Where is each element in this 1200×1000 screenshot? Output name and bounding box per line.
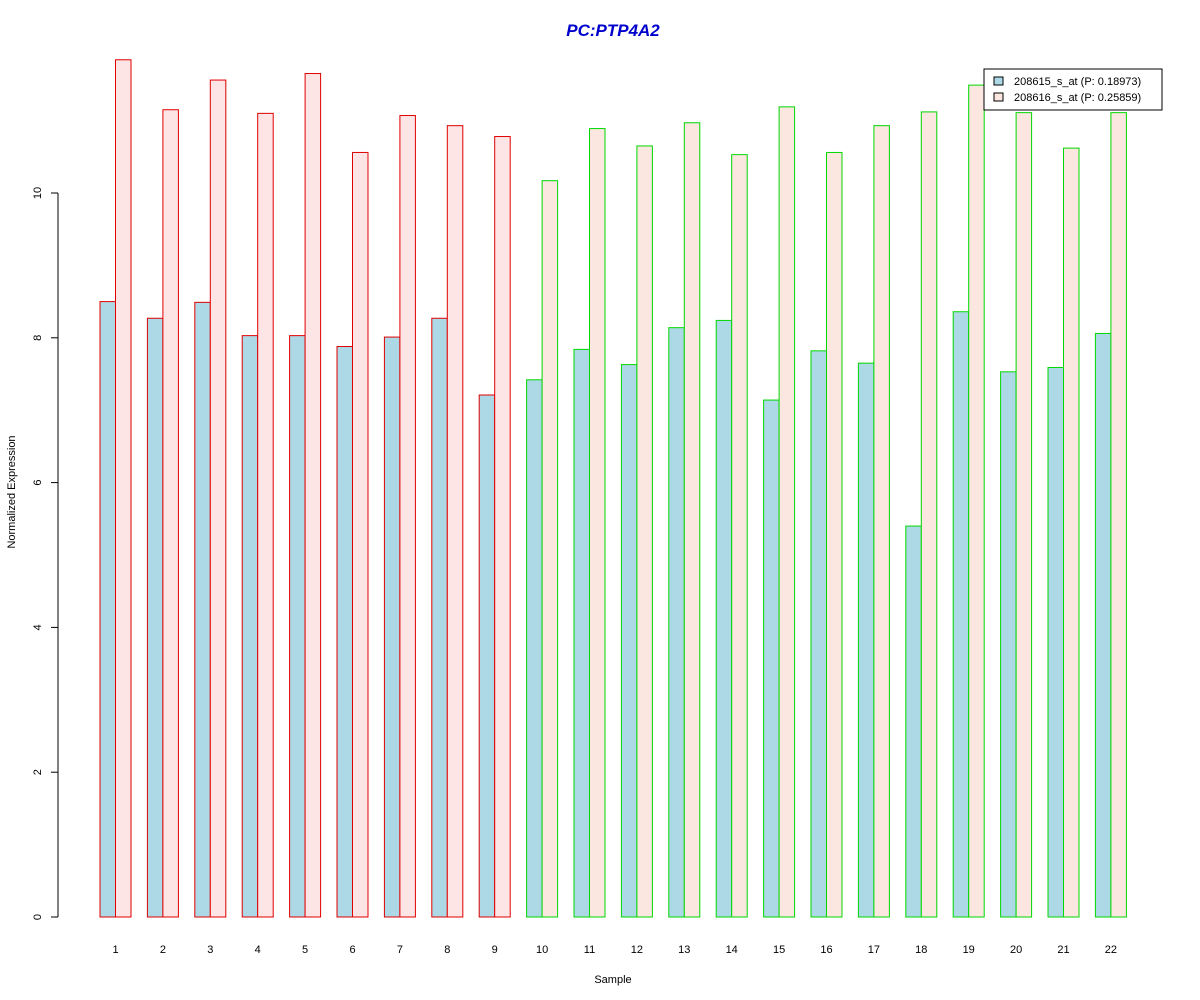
- bar-208616-sample-1: [115, 59, 132, 918]
- bar-208615-sample-20: [1000, 371, 1017, 918]
- bar-208616-sample-8: [446, 125, 464, 918]
- x-tick-labels: 1 2 3 4 5 6 7 8 9 10 11 12 13 14 15 16 17 18 19 20 21 22: [112, 944, 1117, 956]
- x-tick-label: 18: [915, 944, 927, 956]
- legend-box: [983, 68, 1163, 111]
- bar-208615-sample-1: [99, 301, 116, 918]
- x-tick-label: 11: [584, 944, 595, 956]
- bar-208616-sample-13: [683, 122, 701, 918]
- bar-208615-sample-17: [857, 362, 875, 918]
- x-tick-label: 21: [1057, 944, 1069, 956]
- bar-208616-sample-21: [1063, 147, 1080, 918]
- bar-208616-sample-6: [352, 151, 369, 918]
- legend-entry-label: 208616_s_at (P: 0.25859): [1014, 92, 1141, 104]
- bar-208616-sample-9: [494, 136, 511, 918]
- bar-208615-sample-12: [620, 364, 638, 918]
- y-tick-label: 4: [32, 624, 44, 630]
- bar-208615-sample-18: [905, 525, 922, 918]
- bar-208616-sample-22: [1110, 112, 1127, 918]
- bar-208615-sample-15: [763, 399, 780, 918]
- bar-208615-sample-8: [431, 317, 448, 918]
- bars-group: [99, 59, 1127, 918]
- bar-208616-sample-15: [778, 106, 796, 918]
- y-tick-label: 8: [32, 335, 44, 341]
- x-tick-label: 1: [112, 944, 118, 956]
- bar-208615-sample-21: [1047, 366, 1064, 918]
- bar-208615-sample-16: [810, 350, 827, 918]
- chart-title: PC:PTP4A2: [566, 21, 660, 40]
- y-tick-label: 0: [32, 914, 44, 920]
- legend-entry-label: 208615_s_at (P: 0.18973): [1014, 76, 1141, 88]
- bar-208616-sample-16: [826, 151, 843, 918]
- x-tick-label: 10: [536, 944, 548, 956]
- x-tick-label: 15: [773, 944, 785, 956]
- bar-208615-sample-19: [952, 311, 970, 918]
- x-tick-label: 4: [255, 944, 261, 956]
- bar-208615-sample-2: [146, 317, 164, 918]
- bar-208616-sample-3: [209, 79, 227, 918]
- y-tick-label: 6: [32, 480, 44, 486]
- x-tick-label: 7: [397, 944, 403, 956]
- x-tick-label: 3: [207, 944, 213, 956]
- legend-swatch: [993, 92, 1004, 102]
- bar-208616-sample-19: [968, 84, 985, 918]
- bar-208615-sample-4: [241, 335, 259, 918]
- bar-208615-sample-3: [194, 301, 211, 918]
- y-axis: 0 2 4 6 8 10: [32, 187, 59, 920]
- bar-208616-sample-10: [541, 180, 559, 918]
- bar-208615-sample-9: [478, 394, 496, 918]
- x-axis-label: Sample: [594, 974, 631, 986]
- x-tick-label: 17: [868, 944, 880, 956]
- x-tick-label: 12: [631, 944, 643, 956]
- bar-208616-sample-20: [1015, 112, 1033, 918]
- bar-208615-sample-22: [1094, 332, 1112, 918]
- x-tick-label: 5: [302, 944, 308, 956]
- bar-208616-sample-4: [257, 112, 274, 918]
- x-tick-label: 22: [1105, 944, 1117, 956]
- bar-208615-sample-11: [573, 348, 590, 918]
- bar-208616-sample-11: [589, 128, 606, 918]
- x-tick-label: 8: [444, 944, 450, 956]
- bar-208615-sample-13: [668, 327, 685, 918]
- y-axis-label: Normalized Expression: [6, 435, 18, 548]
- x-tick-label: 6: [349, 944, 355, 956]
- bar-208616-sample-17: [873, 125, 890, 918]
- y-tick-label: 10: [32, 187, 44, 199]
- bar-208615-sample-7: [383, 336, 401, 918]
- x-tick-label: 19: [963, 944, 975, 956]
- y-tick-label: 2: [32, 769, 44, 775]
- bar-208616-sample-5: [304, 73, 322, 918]
- bar-208616-sample-2: [162, 109, 179, 918]
- x-tick-label: 9: [492, 944, 498, 956]
- legend-swatch: [993, 76, 1004, 86]
- bar-208616-sample-14: [731, 154, 748, 918]
- legend: 208615_s_at (P: 0.18973) 208616_s_at (P: …: [983, 68, 1163, 111]
- bar-208616-sample-7: [399, 115, 416, 918]
- bar-208615-sample-5: [289, 335, 306, 918]
- bar-208615-sample-6: [336, 345, 353, 918]
- bar-208616-sample-12: [636, 145, 653, 918]
- x-tick-label: 16: [820, 944, 832, 956]
- bar-208615-sample-10: [526, 379, 543, 918]
- bar-208615-sample-14: [715, 319, 733, 918]
- bar-208616-sample-18: [920, 111, 938, 918]
- x-tick-label: 14: [726, 944, 738, 956]
- x-tick-label: 20: [1010, 944, 1022, 956]
- x-tick-label: 2: [160, 944, 166, 956]
- x-tick-label: 13: [678, 944, 690, 956]
